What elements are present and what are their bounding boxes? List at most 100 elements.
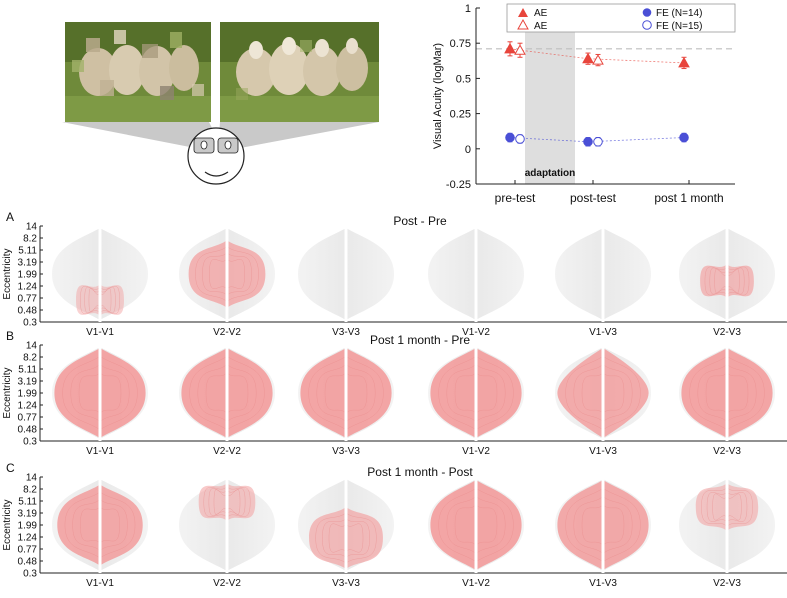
- connectivity-panel: V1-V2: [428, 473, 524, 589]
- y-tick-label: 8.2: [23, 485, 37, 496]
- connectivity-panel: V2-V3: [679, 341, 775, 457]
- column-label: V1-V3: [589, 446, 617, 457]
- point-fe: [505, 132, 515, 143]
- column-label: V1-V2: [462, 578, 490, 589]
- column-label: V1-V2: [462, 327, 490, 338]
- column-label: V1-V1: [86, 327, 114, 338]
- row-title: Post - Pre: [393, 214, 447, 228]
- column-label: V2-V3: [713, 446, 741, 457]
- point-fe: [679, 132, 689, 143]
- y-tick-label: 0.77: [18, 294, 38, 305]
- y-tick-label: 0: [465, 144, 471, 156]
- y-axis-label: Eccentricity: [2, 367, 13, 418]
- y-tick-label: 8.2: [23, 353, 37, 364]
- y-tick-label: 14: [26, 222, 38, 233]
- sheep-photo-blurred-icon: [65, 22, 211, 122]
- adaptation-shade: [525, 8, 575, 184]
- point-ae: [582, 52, 594, 64]
- adaptation-label: adaptation: [525, 168, 576, 179]
- column-label: V1-V1: [86, 446, 114, 457]
- row-letter: A: [6, 210, 14, 224]
- y-tick-label: 1: [465, 3, 471, 15]
- point-ae: [592, 54, 604, 65]
- legend-marker-fe-open: [642, 20, 652, 30]
- connectivity-panel: V2-V2: [179, 341, 275, 457]
- y-tick-label: 0.25: [450, 109, 471, 121]
- y-tick-label: 1.24: [18, 533, 38, 544]
- y-tick-label: 14: [26, 473, 38, 484]
- connectivity-panel: V1-V1: [52, 222, 148, 338]
- row-letter: C: [6, 461, 15, 475]
- y-tick-label: 0.5: [456, 73, 471, 85]
- column-label: V2-V2: [213, 578, 241, 589]
- legend-marker-ae-filled: [518, 8, 528, 17]
- y-tick-label: 0.77: [18, 545, 38, 556]
- y-tick-label: 1.99: [18, 521, 38, 532]
- row-title: Post 1 month - Pre: [370, 333, 470, 347]
- column-label: V1-V3: [589, 578, 617, 589]
- point-fe: [583, 136, 593, 147]
- x-tick-label: post 1 month: [654, 191, 723, 205]
- legend-label-ae-filled: AE: [534, 8, 548, 19]
- column-label: V3-V3: [332, 578, 360, 589]
- y-tick-label: -0.25: [446, 179, 471, 191]
- x-tick-label: post-test: [570, 191, 617, 205]
- observer-face-icon: [187, 127, 245, 185]
- y-tick-label: 3.19: [18, 377, 38, 388]
- column-label: V1-V3: [589, 327, 617, 338]
- projection-cone-left: [62, 122, 216, 148]
- y-axis-label: Eccentricity: [2, 499, 13, 550]
- connectivity-panel: V2-V3: [679, 473, 775, 589]
- y-tick-label: 5.11: [18, 365, 37, 376]
- connectivity-row-a: A Post - Pre 148.25.113.191.991.240.770.48…: [2, 210, 787, 338]
- legend-marker-fe-filled: [642, 8, 652, 17]
- y-tick-label: 0.75: [450, 38, 471, 50]
- connectivity-panel: V3-V3: [298, 341, 394, 457]
- connectivity-panel: V3-V3: [298, 222, 394, 338]
- connectivity-panel: V2-V2: [179, 473, 275, 589]
- column-label: V1-V2: [462, 446, 490, 457]
- y-tick-label: 0.48: [18, 557, 38, 568]
- y-tick-label: 3.19: [18, 258, 38, 269]
- column-label: V2-V3: [713, 578, 741, 589]
- legend-label-fe-open: FE (N=15): [656, 21, 702, 32]
- point-ae: [678, 56, 690, 68]
- connectivity-panel: V1-V3: [555, 341, 651, 457]
- legend-label-ae-open: AE: [534, 21, 548, 32]
- connectivity-row-c: C Post 1 month - Post 148.25.113.191.991.2…: [2, 461, 787, 589]
- connectivity-row-b: B Post 1 month - Pre 148.25.113.191.991.24…: [2, 329, 787, 457]
- chart-axes: 1 0.75 0.5 0.25 0 -0.25 pre-test post-test post …: [446, 3, 735, 205]
- chart-legend: AE AE FE (N=14) FE (N=15): [506, 3, 736, 33]
- y-tick-label: 3.19: [18, 509, 38, 520]
- y-tick-label: 1.99: [18, 389, 38, 400]
- column-label: V2-V2: [213, 446, 241, 457]
- x-tick-label: pre-test: [495, 191, 536, 205]
- y-tick-label: 14: [26, 341, 38, 352]
- y-tick-label: 0.77: [18, 413, 38, 424]
- y-tick-label: 5.11: [18, 497, 37, 508]
- projection-cone-right: [219, 122, 379, 148]
- connectivity-panel: V1-V1: [52, 473, 148, 589]
- y-axis-label: Eccentricity: [2, 248, 13, 299]
- connectivity-panel: V2-V2: [179, 222, 275, 338]
- y-tick-label: 1.99: [18, 270, 38, 281]
- y-axis-label: Visual Acuity (logMar): [432, 43, 444, 149]
- column-label: V1-V1: [86, 578, 114, 589]
- connectivity-panel: V1-V2: [428, 341, 524, 457]
- data-marks: [504, 41, 690, 147]
- connectivity-panel: V1-V3: [555, 473, 651, 589]
- sheep-photo-sharp-icon: [220, 22, 379, 122]
- column-label: V3-V3: [332, 327, 360, 338]
- row-title: Post 1 month - Post: [367, 465, 473, 479]
- column-label: V2-V3: [713, 327, 741, 338]
- legend-box: [506, 3, 736, 33]
- y-tick-label: 0.3: [23, 318, 37, 329]
- row-letter: B: [6, 329, 14, 343]
- connectivity-panel: V1-V1: [52, 341, 148, 457]
- point-ae: [504, 42, 516, 54]
- y-tick-label: 0.3: [23, 569, 37, 580]
- point-ae: [514, 44, 526, 55]
